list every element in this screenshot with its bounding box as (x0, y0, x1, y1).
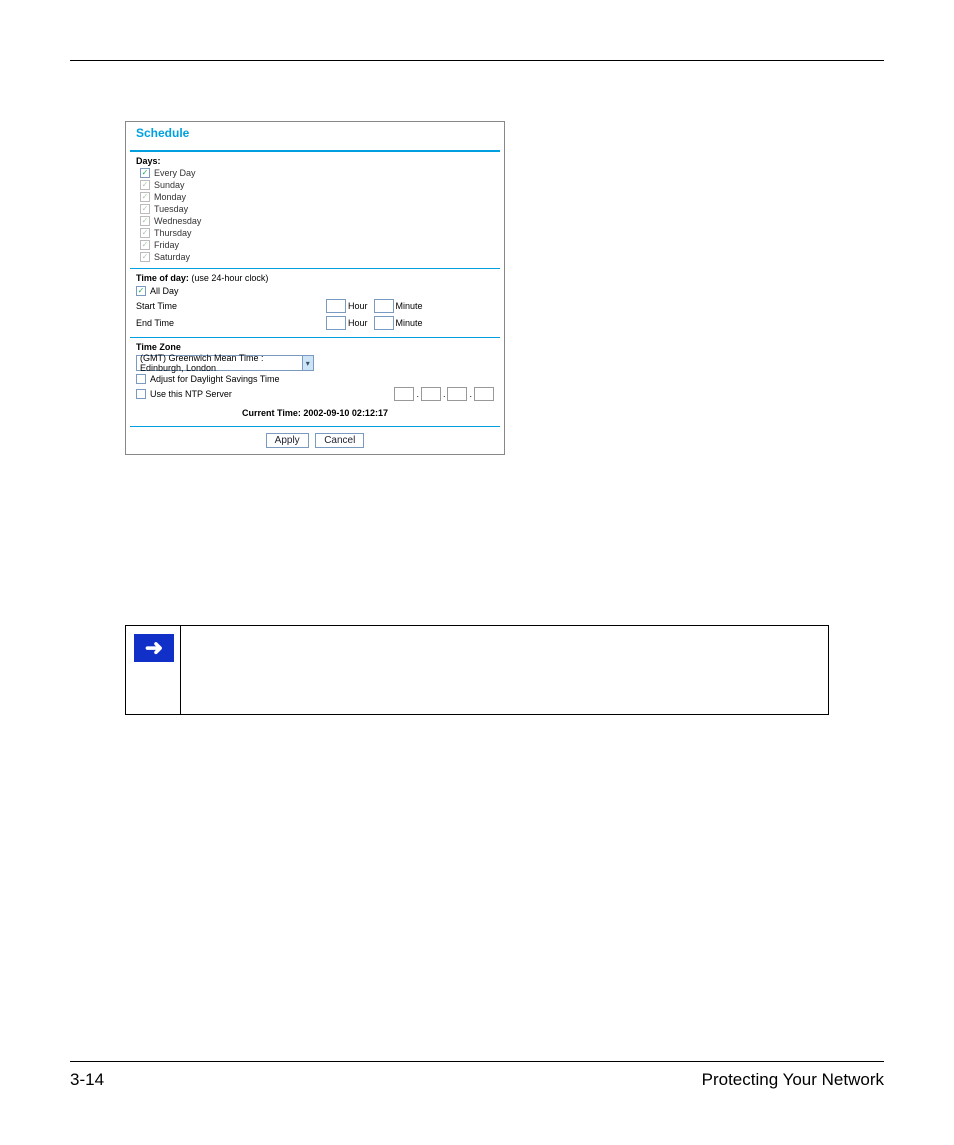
hour-unit: Hour (348, 301, 368, 311)
day-label: Saturday (154, 252, 190, 262)
ntp-ip-1[interactable] (394, 387, 414, 401)
checkbox-monday[interactable] (140, 192, 150, 202)
timeofday-section: Time of day: (use 24-hour clock) All Day… (130, 269, 500, 337)
timeofday-header: Time of day: (use 24-hour clock) (136, 273, 494, 283)
day-label: Wednesday (154, 216, 201, 226)
timezone-select-row: (GMT) Greenwich Mean Time : Edinburgh, L… (136, 355, 494, 371)
checkbox-all-day[interactable] (136, 286, 146, 296)
every-day-label: Every Day (154, 168, 196, 178)
day-label: Thursday (154, 228, 192, 238)
start-hour-input[interactable] (326, 299, 346, 313)
top-rule (70, 60, 884, 61)
start-time-row: Start Time Hour Minute (136, 299, 494, 313)
dot: . (443, 389, 446, 399)
hour-unit: Hour (348, 318, 368, 328)
note-icon-cell: ➜ (126, 626, 180, 670)
checkbox-tuesday[interactable] (140, 204, 150, 214)
ntp-row: Use this NTP Server . . . (136, 387, 494, 401)
chevron-down-icon: ▾ (302, 356, 313, 370)
timezone-selected: (GMT) Greenwich Mean Time : Edinburgh, L… (140, 353, 302, 373)
current-time-value: 2002-09-10 02:12:17 (303, 408, 388, 418)
section-title: Protecting Your Network (702, 1070, 884, 1090)
day-label: Friday (154, 240, 179, 250)
ntp-label: Use this NTP Server (150, 389, 232, 399)
ntp-ip-2[interactable] (421, 387, 441, 401)
ntp-ip-group: . . . (394, 387, 494, 401)
ntp-ip-4[interactable] (474, 387, 494, 401)
dst-row[interactable]: Adjust for Daylight Savings Time (136, 374, 494, 384)
checkbox-saturday[interactable] (140, 252, 150, 262)
arrow-right-icon: ➜ (134, 634, 174, 662)
current-time: Current Time: 2002-09-10 02:12:17 (136, 404, 494, 422)
end-minute-input[interactable] (374, 316, 394, 330)
day-row-wednesday[interactable]: Wednesday (140, 216, 494, 226)
day-row-friday[interactable]: Friday (140, 240, 494, 250)
dot: . (469, 389, 472, 399)
minute-unit: Minute (396, 301, 423, 311)
day-label: Tuesday (154, 204, 188, 214)
start-time-label: Start Time (136, 301, 326, 311)
schedule-panel: Schedule Days: Every Day Sunday Monday T… (125, 121, 505, 455)
checkbox-ntp[interactable] (136, 389, 146, 399)
day-row-saturday[interactable]: Saturday (140, 252, 494, 262)
page-number: 3-14 (70, 1070, 104, 1090)
timezone-select[interactable]: (GMT) Greenwich Mean Time : Edinburgh, L… (136, 355, 314, 371)
allday-label: All Day (150, 286, 179, 296)
day-row-sunday[interactable]: Sunday (140, 180, 494, 190)
allday-row[interactable]: All Day (136, 286, 494, 296)
button-row: Apply Cancel (126, 427, 504, 454)
every-day-row[interactable]: Every Day (140, 168, 494, 178)
day-row-monday[interactable]: Monday (140, 192, 494, 202)
note-body (180, 626, 828, 714)
day-row-tuesday[interactable]: Tuesday (140, 204, 494, 214)
checkbox-wednesday[interactable] (140, 216, 150, 226)
start-minute-input[interactable] (374, 299, 394, 313)
days-section: Days: Every Day Sunday Monday Tuesday We… (130, 152, 500, 268)
timezone-label: Time Zone (136, 342, 494, 352)
day-row-thursday[interactable]: Thursday (140, 228, 494, 238)
day-label: Monday (154, 192, 186, 202)
timeofday-hint: (use 24-hour clock) (191, 273, 268, 283)
checkbox-sunday[interactable] (140, 180, 150, 190)
dot: . (416, 389, 419, 399)
cancel-button[interactable]: Cancel (315, 433, 364, 448)
timeofday-label: Time of day: (136, 273, 189, 283)
current-time-label: Current Time: (242, 408, 301, 418)
timezone-section: Time Zone (GMT) Greenwich Mean Time : Ed… (130, 338, 500, 426)
checkbox-dst[interactable] (136, 374, 146, 384)
minute-unit: Minute (396, 318, 423, 328)
end-time-label: End Time (136, 318, 326, 328)
checkbox-friday[interactable] (140, 240, 150, 250)
dst-label: Adjust for Daylight Savings Time (150, 374, 280, 384)
checkbox-thursday[interactable] (140, 228, 150, 238)
ntp-ip-3[interactable] (447, 387, 467, 401)
note-box: ➜ (125, 625, 829, 715)
checkbox-every-day[interactable] (140, 168, 150, 178)
day-label: Sunday (154, 180, 185, 190)
apply-button[interactable]: Apply (266, 433, 309, 448)
end-hour-input[interactable] (326, 316, 346, 330)
end-time-row: End Time Hour Minute (136, 316, 494, 330)
panel-title: Schedule (130, 122, 500, 152)
days-label: Days: (136, 156, 494, 166)
page-footer: 3-14 Protecting Your Network (70, 1061, 884, 1090)
arrow-glyph: ➜ (145, 637, 163, 659)
